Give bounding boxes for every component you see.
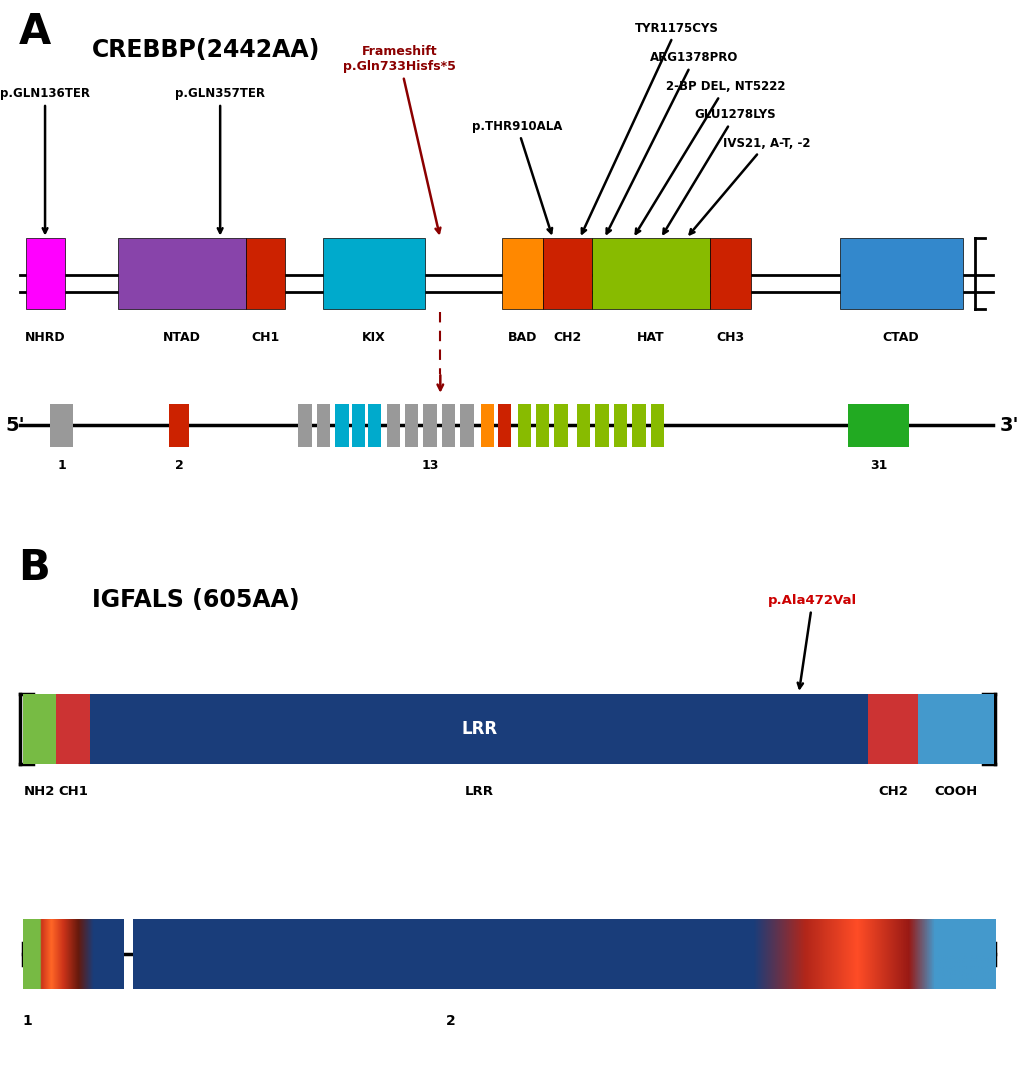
Bar [369, 403, 381, 447]
Bar [442, 403, 455, 447]
Bar [518, 403, 531, 447]
Text: p.THR910ALA: p.THR910ALA [472, 120, 562, 233]
Text: TYR1175CYS: TYR1175CYS [582, 22, 719, 233]
Bar [651, 403, 665, 447]
Bar [424, 403, 436, 447]
Bar [592, 238, 710, 309]
Text: KIX: KIX [361, 331, 386, 344]
Bar [90, 694, 868, 764]
Text: 13: 13 [422, 460, 438, 472]
Bar [352, 403, 365, 447]
Text: NTAD: NTAD [163, 331, 201, 344]
Text: 1: 1 [57, 460, 66, 472]
Text: Frameshift
p.Gln733Hisfs*5: Frameshift p.Gln733Hisfs*5 [343, 46, 456, 233]
Text: CH1: CH1 [251, 331, 280, 344]
Bar [56, 694, 90, 764]
Bar [387, 403, 399, 447]
Bar [918, 694, 994, 764]
Text: 2: 2 [445, 1014, 456, 1028]
Text: HAT: HAT [637, 331, 665, 344]
Bar [299, 403, 311, 447]
Text: CH1: CH1 [58, 785, 88, 798]
Text: LRR: LRR [461, 720, 498, 738]
Text: 2: 2 [175, 460, 183, 472]
Bar [543, 238, 592, 309]
Bar [498, 403, 512, 447]
Bar [336, 403, 348, 447]
Text: BAD: BAD [508, 331, 537, 344]
Bar [461, 403, 473, 447]
Text: B: B [18, 547, 50, 590]
Bar [50, 403, 73, 447]
Text: 2-BP DEL, NT5222: 2-BP DEL, NT5222 [636, 80, 785, 234]
Bar [406, 403, 419, 447]
Bar [537, 403, 550, 447]
Bar [868, 694, 918, 764]
Bar [23, 694, 56, 764]
Text: IGFALS (605AA): IGFALS (605AA) [92, 588, 300, 612]
Text: p.GLN357TER: p.GLN357TER [175, 88, 265, 233]
Text: NHRD: NHRD [25, 331, 66, 344]
Bar [578, 403, 590, 447]
Bar [317, 403, 330, 447]
Text: CH2: CH2 [878, 785, 908, 798]
Bar [481, 403, 494, 447]
Text: 5': 5' [5, 416, 25, 435]
Bar [633, 403, 646, 447]
Text: CH2: CH2 [553, 331, 582, 344]
Text: p.Ala472Val: p.Ala472Val [768, 594, 857, 688]
Bar [26, 238, 65, 309]
Bar [246, 238, 285, 309]
Bar [596, 403, 608, 447]
Bar [710, 238, 751, 309]
Text: CTAD: CTAD [883, 331, 920, 344]
Text: 1: 1 [23, 1014, 33, 1028]
Text: p.GLN136TER: p.GLN136TER [0, 88, 90, 233]
Bar [118, 238, 246, 309]
Text: 3': 3' [999, 416, 1019, 435]
Text: A: A [18, 11, 50, 53]
Text: CREBBP(2442AA): CREBBP(2442AA) [92, 38, 321, 62]
Bar [169, 403, 189, 447]
Bar [840, 238, 963, 309]
Bar [614, 403, 627, 447]
Text: CH3: CH3 [716, 331, 744, 344]
Text: LRR: LRR [465, 785, 494, 798]
Bar [555, 403, 568, 447]
Text: COOH: COOH [934, 785, 978, 798]
Bar [323, 238, 425, 309]
Bar [502, 238, 543, 309]
Text: GLU1278LYS: GLU1278LYS [664, 108, 776, 234]
Text: 31: 31 [870, 460, 887, 472]
Text: NH2: NH2 [24, 785, 55, 798]
Text: IVS21, A-T, -2: IVS21, A-T, -2 [690, 137, 810, 234]
Bar [848, 403, 909, 447]
Text: ARG1378PRO: ARG1378PRO [606, 51, 738, 233]
